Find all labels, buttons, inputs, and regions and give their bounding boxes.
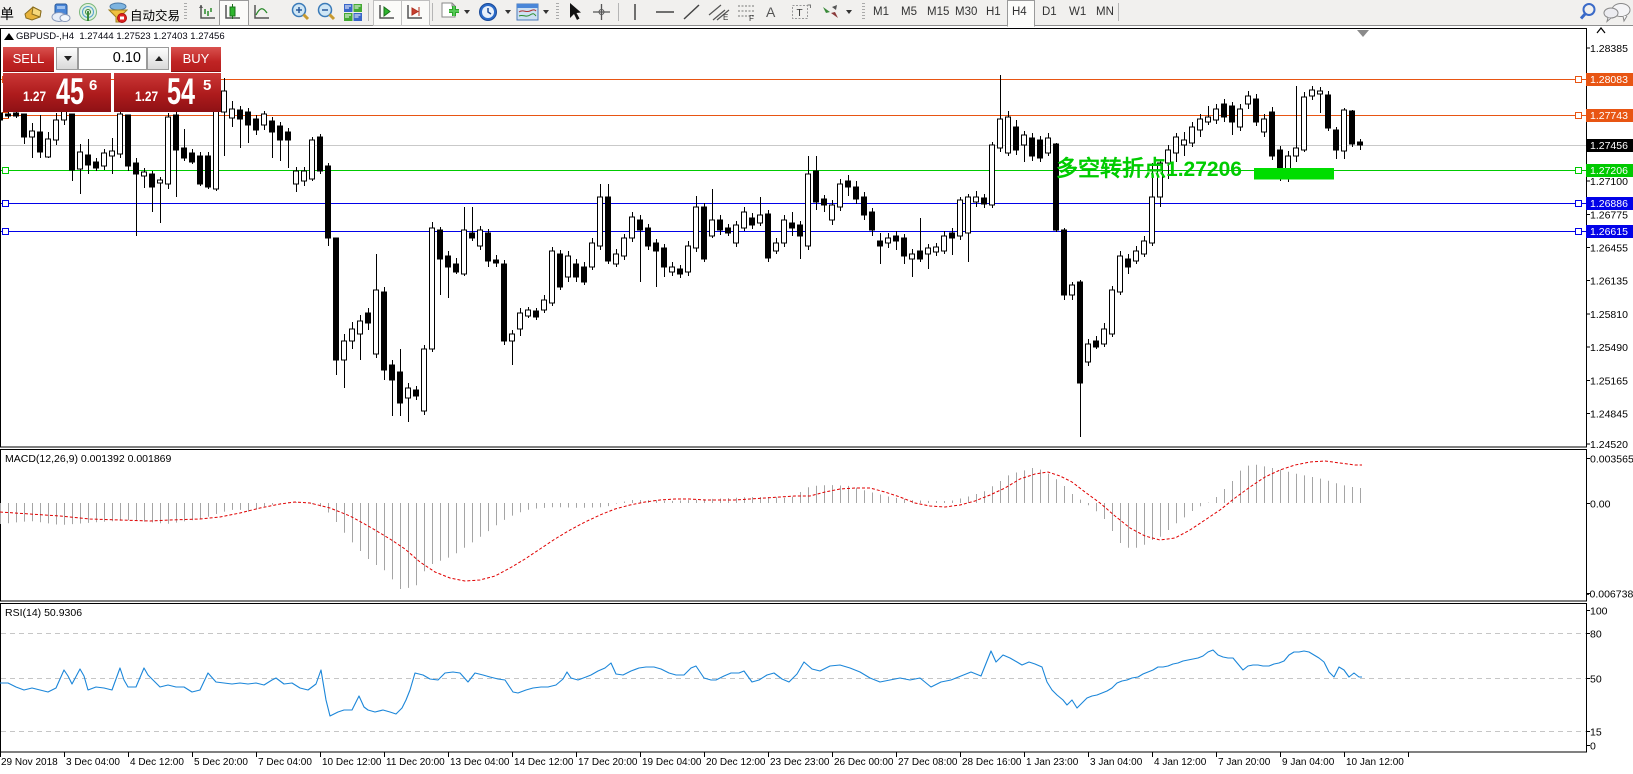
svg-text:RSI(14) 50.9306: RSI(14) 50.9306 <box>5 607 82 619</box>
svg-text:1.26615: 1.26615 <box>1590 226 1628 238</box>
svg-text:19 Dec 04:00: 19 Dec 04:00 <box>642 757 702 768</box>
svg-text:1.27743: 1.27743 <box>1590 110 1628 122</box>
svg-text:4 Dec 12:00: 4 Dec 12:00 <box>130 757 184 768</box>
svg-text:1.25165: 1.25165 <box>1590 376 1628 388</box>
svg-text:11 Dec 20:00: 11 Dec 20:00 <box>386 757 445 768</box>
svg-text:1.26775: 1.26775 <box>1590 210 1628 222</box>
svg-text:F: F <box>749 14 754 22</box>
svg-text:1.28385: 1.28385 <box>1590 43 1628 55</box>
svg-text:E: E <box>723 13 728 22</box>
svg-text:27 Dec 08:00: 27 Dec 08:00 <box>898 757 958 768</box>
svg-text:1.26455: 1.26455 <box>1590 243 1628 255</box>
svg-text:23 Dec 23:00: 23 Dec 23:00 <box>770 757 830 768</box>
svg-text:80: 80 <box>1590 629 1602 641</box>
svg-text:9 Jan 04:00: 9 Jan 04:00 <box>1282 757 1335 768</box>
svg-text:13 Dec 04:00: 13 Dec 04:00 <box>450 757 510 768</box>
svg-text:10 Dec 12:00: 10 Dec 12:00 <box>322 757 382 768</box>
svg-text:29 Nov 2018: 29 Nov 2018 <box>1 757 58 768</box>
svg-text:100: 100 <box>1590 606 1608 618</box>
svg-text:0: 0 <box>1590 741 1596 753</box>
svg-text:17 Dec 20:00: 17 Dec 20:00 <box>578 757 638 768</box>
svg-text:3 Dec 04:00: 3 Dec 04:00 <box>66 757 120 768</box>
svg-text:1 Jan 23:00: 1 Jan 23:00 <box>1026 757 1079 768</box>
svg-text:50: 50 <box>1590 674 1602 686</box>
svg-text:1.24520: 1.24520 <box>1590 439 1628 451</box>
svg-text:1.27456: 1.27456 <box>1590 140 1628 152</box>
svg-text:1.24845: 1.24845 <box>1590 409 1628 421</box>
svg-text:14 Dec 12:00: 14 Dec 12:00 <box>514 757 574 768</box>
svg-text:15: 15 <box>1590 727 1602 739</box>
svg-text:3 Jan 04:00: 3 Jan 04:00 <box>1090 757 1143 768</box>
svg-text:1.25490: 1.25490 <box>1590 342 1628 354</box>
svg-text:1.27206: 1.27206 <box>1590 165 1628 177</box>
svg-text:1.26135: 1.26135 <box>1590 276 1628 288</box>
svg-text:10 Jan 12:00: 10 Jan 12:00 <box>1346 757 1404 768</box>
svg-text:0.00: 0.00 <box>1590 499 1611 511</box>
svg-text:1.26886: 1.26886 <box>1590 198 1628 210</box>
svg-text:5 Dec 20:00: 5 Dec 20:00 <box>194 757 248 768</box>
svg-text:1.28083: 1.28083 <box>1590 74 1628 86</box>
svg-text:1.27100: 1.27100 <box>1590 176 1628 188</box>
svg-text:7 Dec 04:00: 7 Dec 04:00 <box>258 757 312 768</box>
svg-text:多空转折点1.27206: 多空转折点1.27206 <box>1056 156 1242 181</box>
svg-text:MACD(12,26,9) 0.001392 0.00186: MACD(12,26,9) 0.001392 0.001869 <box>5 453 172 465</box>
svg-text:26 Dec 00:00: 26 Dec 00:00 <box>834 757 894 768</box>
svg-text:T: T <box>797 8 803 19</box>
svg-text:4 Jan 12:00: 4 Jan 12:00 <box>1154 757 1207 768</box>
svg-text:28 Dec 16:00: 28 Dec 16:00 <box>962 757 1022 768</box>
svg-text:7 Jan 20:00: 7 Jan 20:00 <box>1218 757 1271 768</box>
svg-text:20 Dec 12:00: 20 Dec 12:00 <box>706 757 766 768</box>
svg-text:1.25810: 1.25810 <box>1590 309 1628 321</box>
svg-text:-0.006738: -0.006738 <box>1586 589 1633 601</box>
svg-text:0.003565: 0.003565 <box>1590 454 1633 466</box>
